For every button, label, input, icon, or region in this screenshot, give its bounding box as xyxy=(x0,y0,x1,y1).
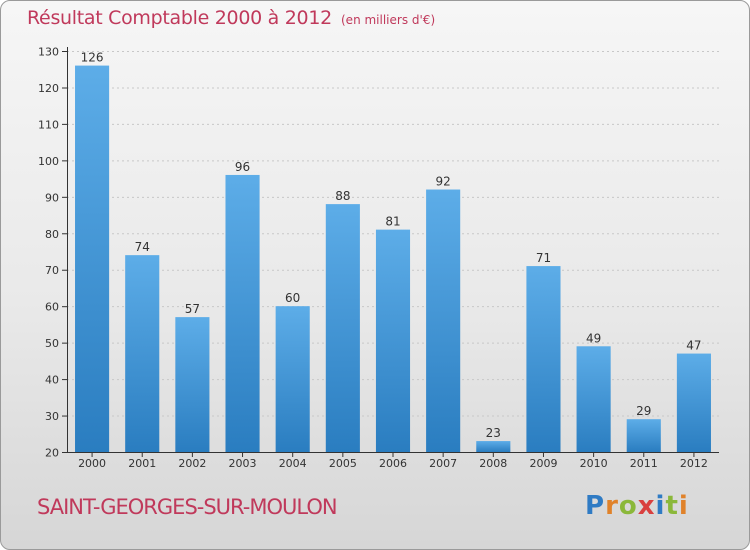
x-tick-label-2000: 2000 xyxy=(78,457,106,470)
x-tick-label-2002: 2002 xyxy=(178,457,206,470)
bar-2009 xyxy=(526,266,561,452)
data-label-2002: 57 xyxy=(185,302,200,316)
x-tick-label-2009: 2009 xyxy=(529,457,557,470)
bar-2001 xyxy=(125,255,160,452)
data-label-2007: 92 xyxy=(436,175,451,189)
data-label-2003: 96 xyxy=(235,160,250,174)
y-tick-label: 110 xyxy=(38,118,59,131)
bar-2005 xyxy=(325,204,360,452)
x-tick-label-2001: 2001 xyxy=(128,457,156,470)
bar-2002 xyxy=(175,317,210,452)
bar-2008 xyxy=(476,441,511,452)
bars xyxy=(75,65,711,453)
data-label-2000: 126 xyxy=(81,51,104,65)
bar-2003 xyxy=(225,174,260,453)
bar-2000 xyxy=(75,65,110,452)
data-label-2010: 49 xyxy=(586,331,601,345)
y-tick-label: 130 xyxy=(38,46,59,59)
y-tick-label: 30 xyxy=(45,410,59,423)
labels: 20 30 40 50 60 70 80 90 100 110 120 130 2000 126 2001 7… xyxy=(38,46,708,471)
y-tick-label: 60 xyxy=(45,301,59,314)
data-label-2004: 60 xyxy=(285,291,300,305)
y-tick-label: 50 xyxy=(45,337,59,350)
x-tick-label-2008: 2008 xyxy=(479,457,507,470)
data-label-2005: 88 xyxy=(335,189,350,203)
data-label-2001: 74 xyxy=(135,240,150,254)
y-tick-label: 120 xyxy=(38,82,59,95)
data-label-2006: 81 xyxy=(385,215,400,229)
x-tick-label-2011: 2011 xyxy=(630,457,658,470)
bar-2006 xyxy=(375,229,411,452)
x-tick-label-2005: 2005 xyxy=(329,457,357,470)
y-tick-label: 40 xyxy=(45,374,59,387)
data-label-2012: 47 xyxy=(686,339,701,353)
proxiti-logo: Proxiti xyxy=(585,491,689,521)
data-label-2011: 29 xyxy=(636,404,651,418)
y-tick-label: 100 xyxy=(38,155,59,168)
y-tick-label: 80 xyxy=(45,228,59,241)
y-tick-label: 20 xyxy=(45,447,59,460)
chart-title: Résultat Comptable 2000 à 2012 xyxy=(27,7,332,29)
x-tick-label-2006: 2006 xyxy=(379,457,407,470)
x-tick-label-2003: 2003 xyxy=(229,457,257,470)
axes xyxy=(62,47,719,457)
y-tick-label: 70 xyxy=(45,264,59,277)
bar-2004 xyxy=(275,306,310,452)
data-label-2008: 23 xyxy=(486,426,501,440)
bar-2010 xyxy=(576,346,611,452)
bar-2012 xyxy=(676,353,711,452)
x-tick-label-2012: 2012 xyxy=(680,457,708,470)
chart-unit: (en milliers d'€) xyxy=(341,13,436,27)
x-tick-label-2007: 2007 xyxy=(429,457,457,470)
bar-2007 xyxy=(426,189,461,452)
data-label-2009: 71 xyxy=(536,251,551,265)
y-tick-label: 90 xyxy=(45,191,59,204)
x-tick-label-2004: 2004 xyxy=(279,457,307,470)
bar-2011 xyxy=(626,419,661,452)
commune-name: SAINT-GEORGES-SUR-MOULON xyxy=(37,495,338,519)
x-tick-label-2010: 2010 xyxy=(580,457,608,470)
